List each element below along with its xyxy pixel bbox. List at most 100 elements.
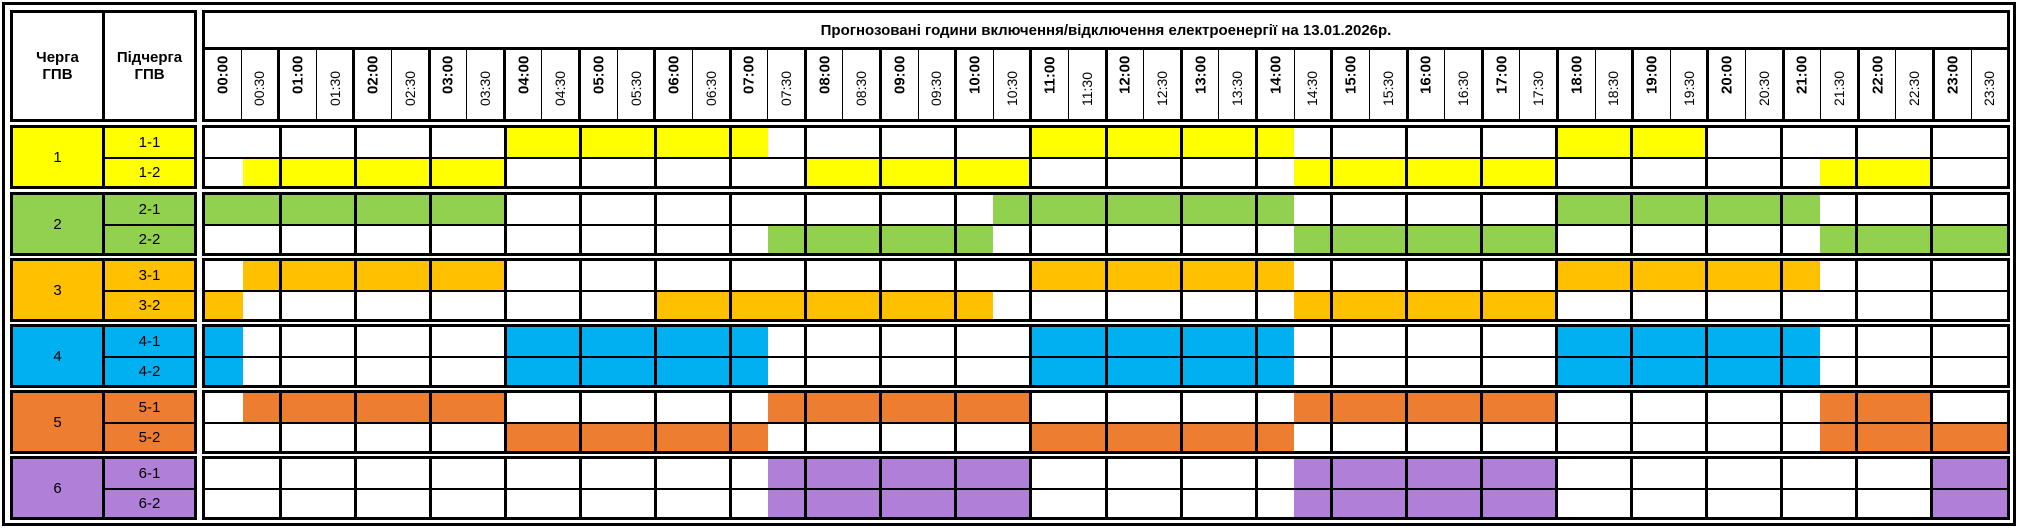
- outage-slot: [993, 490, 1032, 517]
- power-on-slot: [1782, 159, 1820, 186]
- outage-slot: [1819, 424, 1858, 451]
- outage-slot: [317, 159, 356, 186]
- outage-slot: [1857, 393, 1895, 422]
- outage-slot: [1444, 459, 1482, 488]
- power-on-slot: [280, 327, 318, 356]
- outage-slot: [1143, 261, 1182, 290]
- power-on-slot: [1069, 490, 1107, 517]
- power-on-slot: [618, 261, 656, 290]
- power-on-slot: [243, 327, 281, 356]
- time-slot-header: 23:30: [1970, 50, 2008, 119]
- power-on-slot: [1557, 292, 1595, 319]
- power-on-slot: [280, 459, 318, 488]
- outage-slot: [1293, 393, 1332, 422]
- outage-slot: [1331, 292, 1369, 319]
- time-slot-header: 07:30: [767, 50, 804, 119]
- power-on-slot: [1444, 128, 1482, 157]
- power-on-slot: [393, 327, 431, 356]
- outage-slot: [317, 393, 356, 422]
- time-slot-header: 19:30: [1669, 50, 1707, 119]
- outage-slot: [1556, 261, 1595, 290]
- power-on-slot: [1932, 261, 1970, 290]
- time-slot-header: 05:00: [578, 50, 617, 119]
- time-slot-header: 04:30: [541, 50, 578, 119]
- power-on-slot: [881, 358, 919, 385]
- time-slot-label: 12:00: [1116, 55, 1134, 94]
- power-on-slot: [430, 459, 468, 488]
- outage-slot: [1293, 490, 1332, 517]
- outage-slot: [880, 292, 919, 319]
- time-slot-header: 23:00: [1932, 50, 1971, 119]
- outage-slot: [918, 490, 956, 517]
- outage-slot: [355, 159, 393, 186]
- power-on-slot: [843, 358, 881, 385]
- outage-slot: [1444, 393, 1482, 422]
- power-on-slot: [580, 195, 618, 224]
- outage-slot: [1331, 393, 1369, 422]
- power-on-slot: [618, 226, 656, 253]
- outage-slot: [880, 226, 919, 253]
- outage-slot: [1932, 459, 1970, 488]
- power-on-slot: [843, 128, 881, 157]
- power-on-slot: [806, 424, 844, 451]
- power-on-slot: [1970, 128, 2008, 157]
- power-on-slot: [205, 261, 243, 290]
- power-on-slot: [1444, 327, 1482, 356]
- power-on-slot: [1444, 358, 1482, 385]
- power-on-slot: [1482, 261, 1520, 290]
- power-on-slot: [656, 261, 694, 290]
- power-on-slot: [1632, 490, 1670, 517]
- power-on-slot: [543, 393, 581, 422]
- outage-slot: [1594, 358, 1632, 385]
- time-slot-header: 00:30: [240, 50, 278, 119]
- outage-slot: [1331, 459, 1369, 488]
- time-slot-label: 01:30: [326, 70, 343, 106]
- power-on-slot: [1219, 292, 1257, 319]
- outage-slot: [1481, 292, 1520, 319]
- power-on-slot: [1519, 128, 1557, 157]
- power-on-slot: [1744, 292, 1782, 319]
- power-on-slot: [1519, 424, 1557, 451]
- outage-slot: [1256, 128, 1294, 157]
- power-on-slot: [1482, 327, 1520, 356]
- outage-slot: [242, 393, 281, 422]
- outage-slot: [1031, 358, 1069, 385]
- time-slot-label: 06:30: [702, 70, 719, 106]
- power-on-slot: [731, 459, 769, 488]
- power-on-slot: [806, 327, 844, 356]
- time-slot-header: 01:00: [277, 50, 316, 119]
- power-on-slot: [731, 261, 769, 290]
- power-on-slot: [1857, 292, 1895, 319]
- time-slot-label: 06:00: [665, 55, 683, 94]
- time-slot-label: 11:30: [1078, 72, 1095, 106]
- power-on-slot: [956, 195, 994, 224]
- power-on-slot: [1256, 393, 1294, 422]
- time-slot-label: 00:00: [214, 55, 232, 94]
- outage-slot: [1481, 490, 1520, 517]
- schedule-grid-group-2: [202, 192, 2010, 256]
- power-on-slot: [1144, 393, 1182, 422]
- power-on-slot: [1932, 358, 1970, 385]
- power-on-slot: [1369, 327, 1407, 356]
- outage-slot: [805, 459, 844, 488]
- power-on-slot: [543, 459, 581, 488]
- outage-slot: [1068, 261, 1107, 290]
- outage-slot: [1556, 327, 1595, 356]
- power-on-slot: [1669, 424, 1707, 451]
- power-on-slot: [1707, 424, 1745, 451]
- power-on-slot: [355, 128, 393, 157]
- power-on-slot: [580, 292, 618, 319]
- power-on-slot: [1594, 490, 1632, 517]
- outage-slot: [1706, 261, 1745, 290]
- power-on-slot: [1407, 195, 1445, 224]
- outage-slot: [843, 226, 881, 253]
- power-on-slot: [1256, 226, 1294, 253]
- outage-slot: [1331, 159, 1369, 186]
- power-on-slot: [1895, 327, 1933, 356]
- power-on-slot: [1782, 292, 1820, 319]
- outage-slot: [1293, 226, 1332, 253]
- power-on-slot: [1632, 459, 1670, 488]
- power-on-slot: [618, 195, 656, 224]
- power-on-slot: [1895, 490, 1933, 517]
- power-on-slot: [1219, 159, 1257, 186]
